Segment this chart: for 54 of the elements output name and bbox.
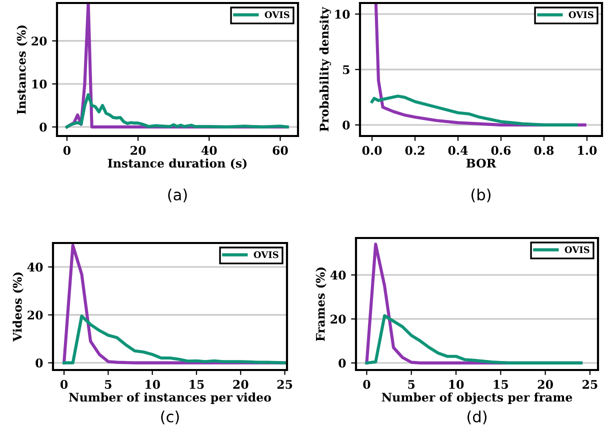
x-tick-label: 20: [538, 380, 553, 389]
line-series: [370, 94, 578, 126]
y-axis-title: Instances (%): [16, 25, 28, 114]
x-tick-label: 20: [233, 380, 248, 389]
legend-label: OVIS: [564, 246, 590, 254]
x-axis-title: BOR: [466, 158, 496, 168]
x-tick-label: 0.8: [534, 146, 554, 155]
x-tick-label: 15: [494, 380, 508, 389]
x-tick-label: 20: [130, 146, 146, 155]
y-tick-label: 5: [343, 65, 350, 74]
legend-label: OVIS: [254, 251, 278, 258]
y-tick-label: 40: [330, 270, 346, 280]
x-tick-label: 10: [449, 380, 464, 389]
y-tick-label: 0: [40, 122, 47, 132]
line-series: [65, 93, 289, 128]
x-tick-label: 0.6: [491, 146, 511, 155]
x-axis-title: Instance duration (s): [108, 158, 247, 170]
x-axis-title: Number of instances per video: [69, 392, 272, 404]
x-tick-label: 0.2: [405, 146, 424, 155]
text: (b): [472, 188, 490, 202]
line-series: [365, 314, 583, 364]
x-tick-label: 60: [272, 146, 288, 155]
x-tick-label: 40: [201, 146, 217, 155]
legend-label: OVIS: [568, 11, 594, 18]
text: (d): [468, 410, 486, 424]
y-tick-label: 0: [342, 120, 350, 130]
x-tick-label: 5: [408, 380, 415, 389]
x-tick-label: 25: [582, 380, 598, 389]
x-tick-label: 5: [105, 380, 112, 389]
y-axis-title: Videos (%): [12, 272, 24, 342]
legend-label: OVIS: [264, 11, 290, 18]
y-tick-label: 10: [335, 10, 350, 19]
x-tick-label: 1.0: [578, 146, 597, 155]
text: (c): [161, 410, 179, 424]
y-axis-title: Frames (%): [316, 268, 326, 342]
x-tick-label: 0: [363, 380, 370, 389]
y-tick-label: 40: [27, 262, 43, 272]
x-tick-label: 10: [146, 380, 160, 389]
y-tick-label: 0: [338, 358, 346, 368]
x-axis-title: Number of objects per frame: [382, 392, 572, 404]
y-tick-label: 20: [32, 36, 47, 46]
text: (a): [168, 188, 187, 202]
x-tick-label: 0.4: [448, 146, 468, 155]
x-tick-label: 0.0: [362, 146, 382, 155]
y-tick-label: 20: [28, 310, 43, 320]
x-tick-label: 0: [63, 146, 71, 155]
y-axis-title: Probability density: [319, 6, 332, 132]
y-tick-label: 0: [36, 358, 43, 368]
x-tick-label: 0: [60, 380, 68, 389]
y-tick-label: 10: [32, 80, 47, 89]
x-tick-label: 15: [190, 380, 204, 389]
x-tick-label: 25: [277, 380, 292, 389]
y-tick-label: 20: [330, 314, 346, 324]
line-series: [62, 314, 286, 364]
